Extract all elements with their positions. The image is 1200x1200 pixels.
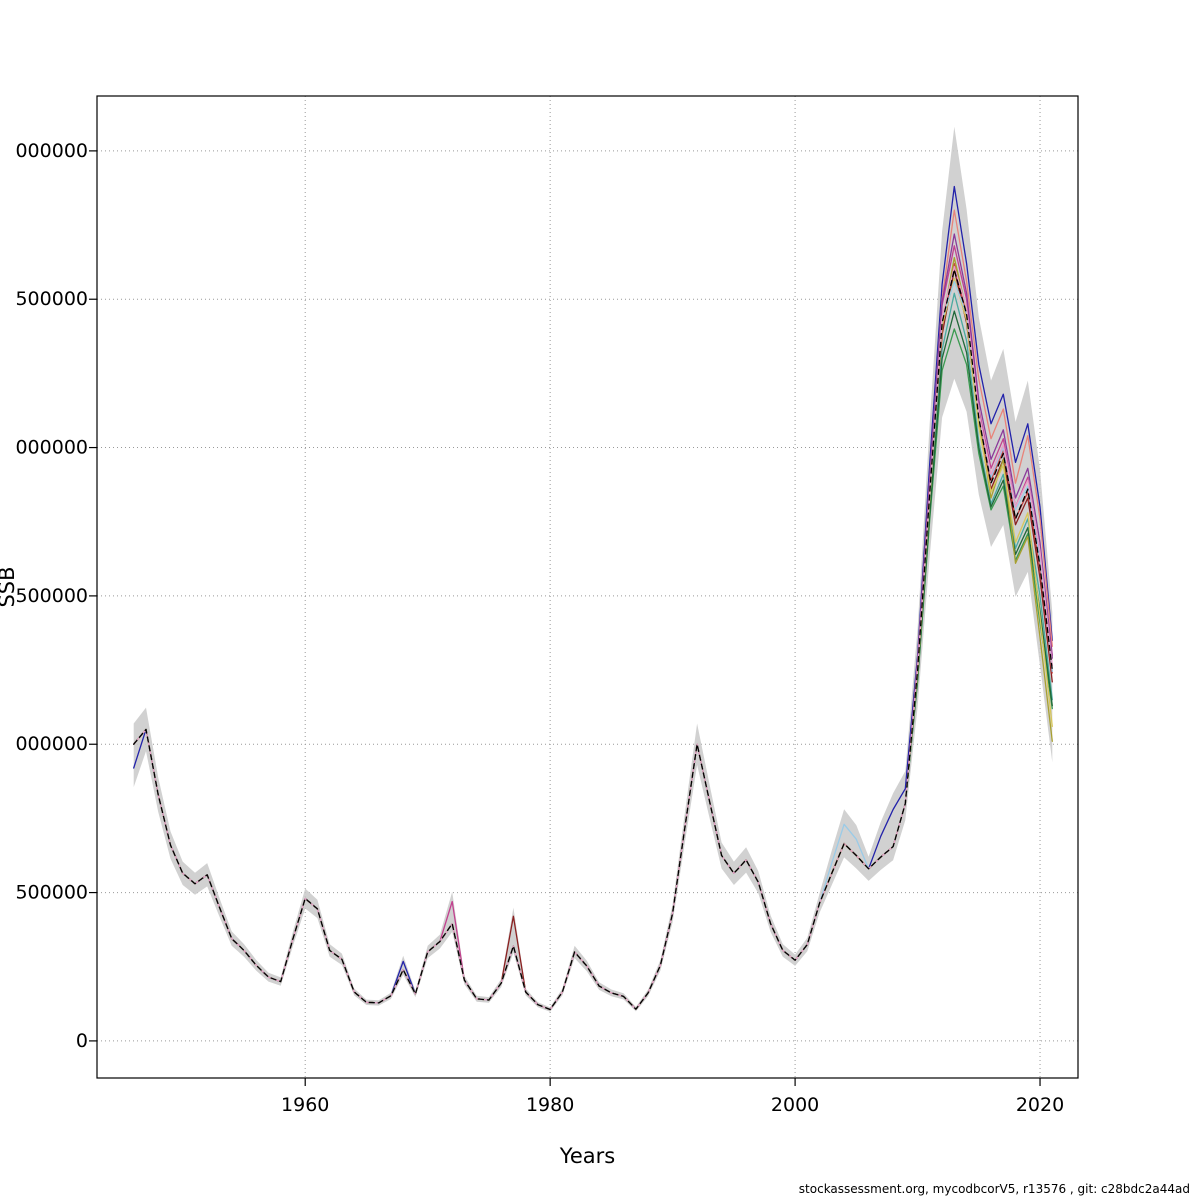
x-tick-label: 1960 (281, 1094, 329, 1116)
series-line-run-darkred (133, 268, 1053, 1011)
plot-border (96, 95, 1079, 1079)
series-line-run-red (133, 262, 1053, 1011)
y-tick-label: 000000 (15, 140, 88, 162)
x-tick-label: 2020 (1016, 1094, 1064, 1116)
series-line-run-olive (133, 257, 1053, 1011)
y-tick-label: 0 (76, 1030, 88, 1052)
series-line-run-lightpink (133, 265, 1053, 1011)
y-axis-title: SSB (0, 566, 19, 607)
x-tick-label: 1980 (526, 1094, 574, 1116)
series-line-run-darkgreen (133, 310, 1053, 1011)
x-axis-title: Years (559, 1144, 615, 1168)
series-line-run-salmon (133, 209, 1053, 1011)
series-line-run-purple (133, 233, 1053, 1011)
y-tick-label: 500000 (15, 585, 88, 607)
series-line-run-magenta (133, 245, 1053, 1011)
series-line-run-base-dashed (133, 268, 1053, 1011)
footer-credit: stockassessment.org, mycodbcorV5, r13576… (798, 1182, 1190, 1196)
series-line-run-gold (133, 277, 1053, 1011)
y-tick-label: 000000 (15, 437, 88, 459)
y-tick-label: 500000 (15, 882, 88, 904)
series-line-run-teal (133, 292, 1053, 1011)
y-tick-label: 000000 (15, 733, 88, 755)
series-line-run-navy (133, 185, 1053, 1011)
series-line-run-skyblue (133, 280, 1053, 1011)
y-tick-label: 500000 (15, 288, 88, 310)
confidence-band (133, 126, 1053, 1012)
x-tick-label: 2000 (771, 1094, 819, 1116)
